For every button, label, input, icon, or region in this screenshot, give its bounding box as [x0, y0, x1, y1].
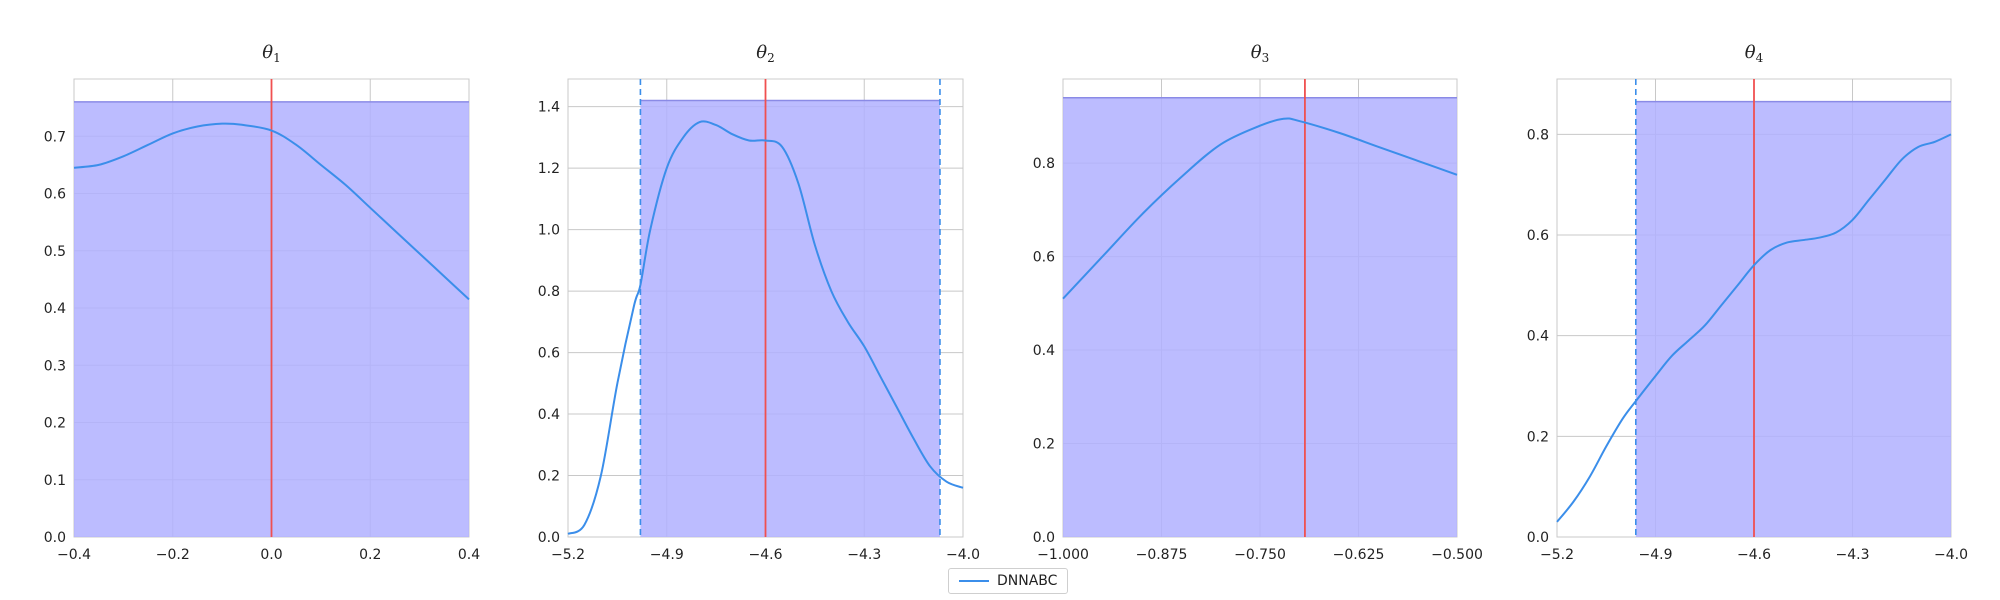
x-tick-label: 0.4 — [458, 547, 480, 563]
y-tick-label: 0.6 — [1527, 228, 1549, 244]
chart-title: θ4 — [1745, 42, 1764, 65]
x-tick-label: −4.9 — [650, 547, 684, 563]
y-tick-label: 0.0 — [1033, 530, 1055, 546]
x-tick-label: −0.625 — [1333, 547, 1385, 563]
y-tick-label: 0.2 — [538, 469, 560, 485]
shaded-region — [1635, 101, 1951, 538]
shaded-region — [640, 100, 940, 537]
x-tick-label: −5.2 — [551, 547, 585, 563]
y-tick-label: 0.0 — [538, 530, 560, 546]
chart-panel-3: −1.000 −0.875 −0.750 −0.625 −0.500 0.0 0.2 0.4 0… — [1033, 42, 1483, 563]
y-tick-label: 0.3 — [44, 358, 66, 374]
x-tick-label: −1.000 — [1037, 547, 1089, 563]
y-tick-label: 0.4 — [1033, 343, 1055, 359]
y-tick-label: 1.4 — [538, 100, 560, 116]
chart-panel-1: −0.4 −0.2 0.0 0.2 0.4 0.0 0.1 0.2 0.3 0.4 0.5 0.6 0.… — [44, 42, 480, 563]
density-curve — [73, 122, 470, 301]
chart-title-symbol: θ — [756, 42, 767, 63]
y-tick-label: 0.6 — [1033, 250, 1055, 266]
y-tick-label: 1.0 — [538, 223, 560, 239]
x-tick-label: −0.2 — [156, 547, 190, 563]
y-tick-label: 0.8 — [538, 284, 560, 300]
y-tick-label: 0.4 — [1527, 329, 1549, 345]
y-tick-label: 0.6 — [538, 346, 560, 362]
x-tick-label: 0.0 — [260, 547, 282, 563]
density-curve — [1062, 117, 1458, 300]
y-tick-label: 0.8 — [1033, 156, 1055, 172]
y-tick-label: 0.0 — [1527, 530, 1549, 546]
x-tick-label: −0.4 — [57, 547, 91, 563]
x-tick-label: −0.875 — [1136, 547, 1188, 563]
chart-title-symbol: θ — [1251, 42, 1262, 63]
chart-title: θ1 — [262, 42, 280, 65]
y-tick-label: 0.4 — [538, 407, 560, 423]
chart-panel-2: −5.2 −4.9 −4.6 −4.3 −4.0 0.0 0.2 0.4 0.6 0.8 1.0 1.… — [538, 42, 980, 563]
x-tick-label: −5.2 — [1540, 547, 1574, 563]
chart-title: θ3 — [1251, 42, 1269, 65]
x-tick-label: −0.750 — [1234, 547, 1286, 563]
x-tick-label: −0.500 — [1431, 547, 1483, 563]
legend: DNNABC — [948, 568, 1069, 594]
legend-swatch — [959, 580, 989, 582]
legend-label: DNNABC — [997, 573, 1058, 589]
density-curve — [1556, 133, 1952, 523]
x-tick-label: −4.3 — [1836, 547, 1870, 563]
y-tick-label: 0.5 — [44, 244, 66, 260]
chart-title: θ2 — [756, 42, 774, 65]
y-tick-label: 0.1 — [44, 473, 66, 489]
y-tick-label: 1.2 — [538, 161, 560, 177]
shaded-region — [1063, 97, 1457, 537]
y-tick-label: 0.2 — [1527, 429, 1549, 445]
y-tick-label: 0.8 — [1527, 127, 1549, 143]
chart-title-symbol: θ — [1745, 42, 1756, 63]
y-tick-label: 0.7 — [44, 129, 66, 145]
chart-title-subscript: 3 — [1262, 51, 1270, 65]
chart-title-subscript: 1 — [273, 51, 281, 65]
y-tick-label: 0.4 — [44, 301, 66, 317]
x-tick-label: −4.0 — [1934, 547, 1968, 563]
y-tick-label: 0.6 — [44, 187, 66, 203]
y-tick-label: 0.2 — [1033, 437, 1055, 453]
x-tick-label: −4.0 — [946, 547, 980, 563]
x-tick-label: −4.6 — [749, 547, 783, 563]
chart-title-symbol: θ — [262, 42, 273, 63]
chart-panel-4: −5.2 −4.9 −4.6 −4.3 −4.0 0.0 0.2 0.4 0.6 0.8 θ4 — [1527, 42, 1968, 563]
x-tick-label: −4.3 — [847, 547, 881, 563]
y-tick-label: 0.2 — [44, 416, 66, 432]
density-curve — [567, 120, 964, 535]
x-tick-label: −4.9 — [1639, 547, 1673, 563]
chart-title-subscript: 4 — [1756, 51, 1764, 65]
y-tick-label: 0.0 — [44, 530, 66, 546]
x-tick-label: 0.2 — [359, 547, 381, 563]
x-tick-label: −4.6 — [1737, 547, 1771, 563]
chart-title-subscript: 2 — [767, 51, 775, 65]
